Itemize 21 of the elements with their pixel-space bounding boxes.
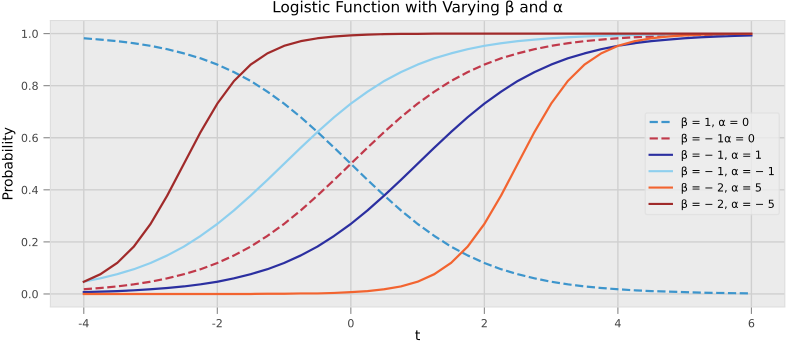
y-tick-label: 0.4 xyxy=(22,186,38,194)
legend-label: β = − 1, α = − 1 xyxy=(682,166,774,178)
x-tick-label: -4 xyxy=(78,319,89,328)
y-tick-label: 0.6 xyxy=(22,134,38,142)
x-tick-label: -2 xyxy=(212,318,222,328)
y-tick-label: 1.0 xyxy=(22,30,38,38)
x-tick-label: 6 xyxy=(748,318,754,328)
x-tick-label: 4 xyxy=(614,319,621,328)
x-tick-label: 2 xyxy=(482,318,487,328)
legend-label: β = − 2, α = 5 xyxy=(682,182,761,194)
legend-label: β = 1, α = 0 xyxy=(682,117,748,128)
x-tick-label: 0 xyxy=(348,318,354,328)
legend-label: β = − 1, α = 1 xyxy=(682,150,761,162)
chart-title: Logistic Function with Varying β and α xyxy=(274,0,562,16)
legend-label: β = − 2, α = − 5 xyxy=(682,199,774,210)
x-axis-title: t xyxy=(415,330,420,340)
y-tick-label: 0.8 xyxy=(22,82,38,90)
y-tick-label: 0.2 xyxy=(22,238,38,246)
y-tick-label: 0.0 xyxy=(22,290,38,298)
legend-label: β = − 1α = 0 xyxy=(682,134,754,145)
y-axis-title: Probability xyxy=(2,127,16,200)
